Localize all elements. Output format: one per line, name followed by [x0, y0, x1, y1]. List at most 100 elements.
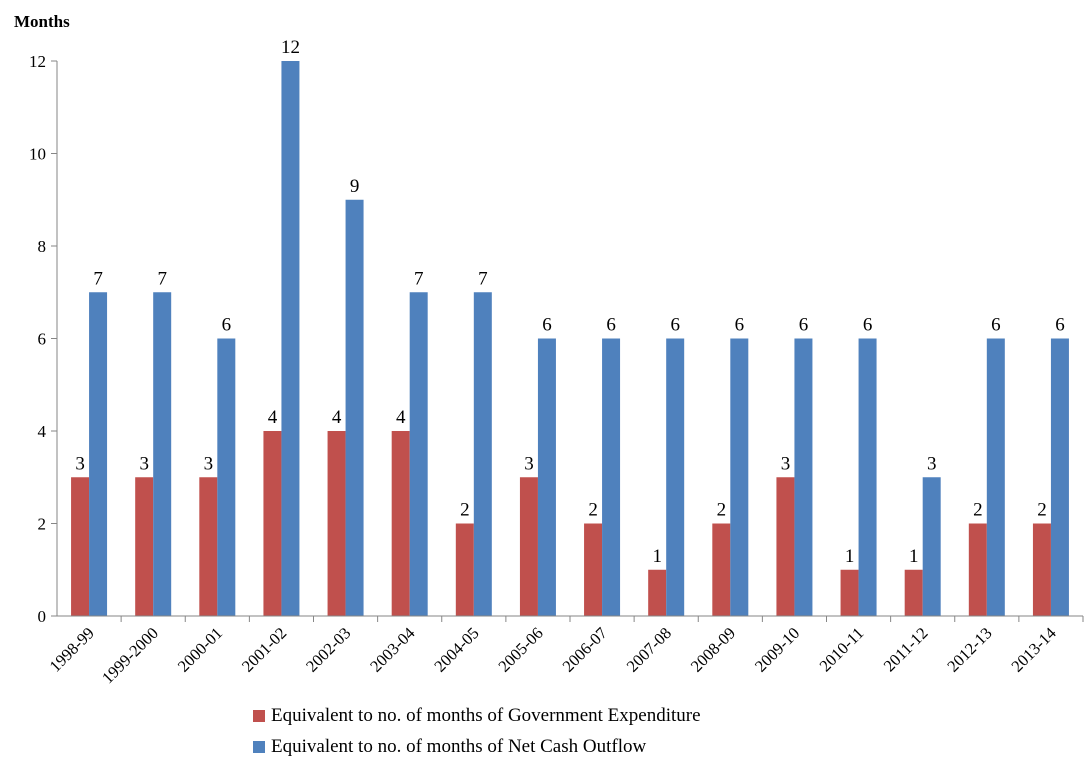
y-axis-ticks: 0 2 4 6 8 10 12 [29, 52, 57, 626]
data-label: 6 [222, 315, 232, 336]
y-tick-label: 8 [38, 237, 47, 256]
legend-swatch-blue [253, 740, 265, 753]
bar-net-cash-outflow [345, 199, 364, 616]
bar-net-cash-outflow [281, 61, 300, 616]
x-tick-label: 2006-07 [559, 623, 611, 675]
legend-label: Equivalent to no. of months of Governmen… [271, 705, 701, 726]
data-label: 7 [93, 268, 103, 289]
data-label: 3 [204, 453, 214, 474]
bar-gov-expenditure [712, 523, 731, 616]
y-tick-label: 0 [38, 607, 47, 626]
bar-gov-expenditure [584, 523, 603, 616]
bar-gov-expenditure [391, 431, 410, 616]
x-tick-label: 2005-06 [494, 623, 546, 675]
data-label: 3 [927, 453, 937, 474]
bars [71, 61, 1069, 616]
x-tick-label: 2003-04 [366, 623, 418, 675]
data-label: 2 [460, 500, 470, 521]
data-label: 4 [396, 407, 406, 428]
bar-gov-expenditure [968, 523, 987, 616]
x-tick-label: 2012-13 [943, 623, 995, 675]
x-tick-label: 1999-2000 [98, 623, 162, 687]
data-label: 6 [670, 315, 680, 336]
data-label: 2 [588, 500, 598, 521]
x-tick-label: 2011-12 [880, 623, 932, 675]
data-label: 9 [350, 176, 360, 197]
x-axis-ticks: 1998-99 1999-2000 2000-01 2001-02 2002-03 200… [46, 616, 1084, 687]
x-tick-label: 2013-14 [1007, 623, 1059, 675]
legend-label: Equivalent to no. of months of Net Cash … [271, 736, 647, 757]
bar-net-cash-outflow [986, 338, 1005, 616]
bar-net-cash-outflow [89, 292, 108, 616]
bar-net-cash-outflow [1050, 338, 1069, 616]
bar-net-cash-outflow [794, 338, 813, 616]
y-tick-label: 4 [38, 422, 47, 441]
bar-net-cash-outflow [602, 338, 621, 616]
bar-gov-expenditure [455, 523, 474, 616]
data-label: 2 [717, 500, 727, 521]
data-labels: 3 7 3 7 3 6 4 12 4 9 4 7 2 7 3 6 2 6 1 6 2 6 3 6 1 6 1 3 2 6 2 6 [75, 37, 1064, 567]
y-tick-label: 6 [38, 330, 47, 349]
bar-gov-expenditure [327, 431, 346, 616]
data-label: 4 [268, 407, 278, 428]
x-tick-label: 2008-09 [687, 623, 739, 675]
data-label: 6 [542, 315, 552, 336]
data-label: 7 [478, 268, 488, 289]
bar-net-cash-outflow [409, 292, 428, 616]
bar-gov-expenditure [904, 569, 923, 616]
bar-net-cash-outflow [153, 292, 172, 616]
bar-net-cash-outflow [730, 338, 749, 616]
data-label: 2 [973, 500, 983, 521]
data-label: 6 [735, 315, 745, 336]
legend-swatch-red [253, 709, 265, 722]
bar-gov-expenditure [648, 569, 667, 616]
bar-gov-expenditure [776, 477, 795, 616]
x-tick-label: 2002-03 [302, 623, 354, 675]
data-label: 4 [332, 407, 342, 428]
bar-gov-expenditure [263, 431, 282, 616]
bar-net-cash-outflow [473, 292, 492, 616]
bar-net-cash-outflow [666, 338, 685, 616]
data-label: 3 [781, 453, 791, 474]
data-label: 1 [845, 546, 855, 567]
data-label: 3 [524, 453, 534, 474]
data-label: 7 [157, 268, 167, 289]
y-axis-label: Months [14, 12, 70, 31]
data-label: 6 [863, 315, 873, 336]
x-tick-label: 2000-01 [174, 623, 226, 675]
legend: Equivalent to no. of months of Governmen… [253, 700, 701, 762]
y-tick-label: 12 [29, 52, 46, 71]
data-label: 1 [652, 546, 662, 567]
bar-gov-expenditure [519, 477, 538, 616]
bar-gov-expenditure [1032, 523, 1051, 616]
data-label: 2 [1037, 500, 1047, 521]
data-label: 6 [799, 315, 809, 336]
x-tick-label: 1998-99 [46, 623, 98, 675]
legend-item-net-cash-outflow: Equivalent to no. of months of Net Cash … [253, 731, 701, 762]
x-tick-label: 2007-08 [623, 623, 675, 675]
legend-item-gov-expenditure: Equivalent to no. of months of Governmen… [253, 700, 701, 731]
data-label: 3 [75, 453, 85, 474]
data-label: 6 [991, 315, 1001, 336]
bar-net-cash-outflow [922, 477, 941, 616]
data-label: 1 [909, 546, 919, 567]
bar-net-cash-outflow [858, 338, 877, 616]
data-label: 6 [1055, 315, 1065, 336]
bar-gov-expenditure [135, 477, 154, 616]
y-tick-label: 10 [29, 145, 46, 164]
data-label: 6 [606, 315, 616, 336]
bar-gov-expenditure [199, 477, 218, 616]
bar-gov-expenditure [71, 477, 90, 616]
data-label: 7 [414, 268, 424, 289]
bar-net-cash-outflow [537, 338, 556, 616]
x-tick-label: 2001-02 [238, 623, 290, 675]
x-tick-label: 2010-11 [815, 623, 867, 675]
bar-net-cash-outflow [217, 338, 236, 616]
bar-gov-expenditure [840, 569, 859, 616]
data-label: 12 [281, 37, 300, 58]
x-tick-label: 2004-05 [430, 623, 482, 675]
data-label: 3 [139, 453, 149, 474]
x-tick-label: 2009-10 [751, 623, 803, 675]
y-tick-label: 2 [38, 515, 47, 534]
